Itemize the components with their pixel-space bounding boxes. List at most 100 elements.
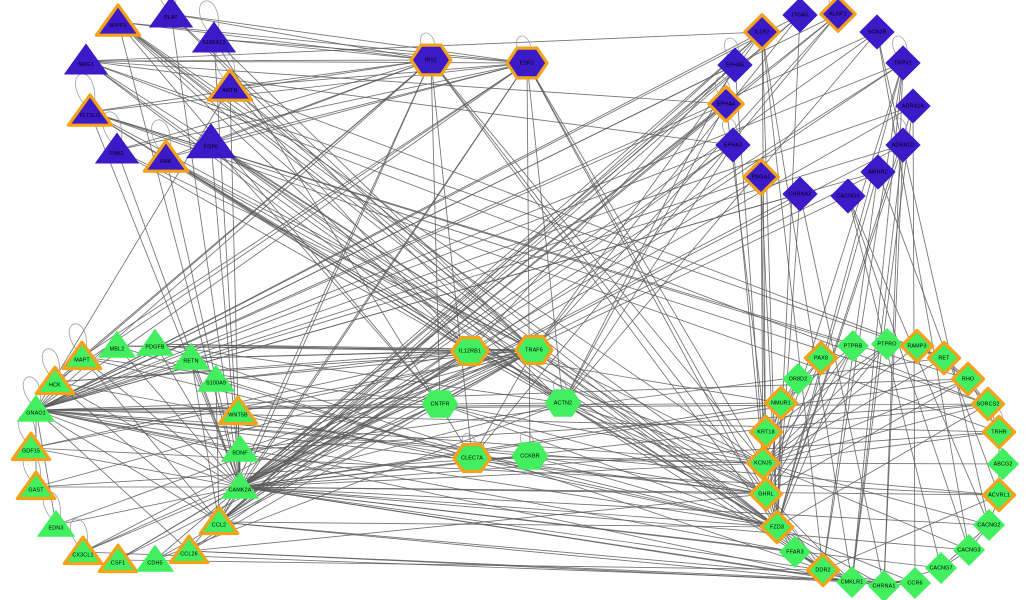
node-triangle-shape[interactable] xyxy=(221,471,260,499)
node-diamond-shape[interactable] xyxy=(715,127,751,163)
graph-node[interactable]: CACNG3 xyxy=(953,534,985,566)
node-diamond-shape[interactable] xyxy=(803,340,839,376)
node-diamond-shape[interactable] xyxy=(973,509,1005,541)
node-diamond-shape[interactable] xyxy=(895,88,931,124)
node-triangle-shape[interactable] xyxy=(217,395,259,426)
node-diamond-shape[interactable] xyxy=(782,176,818,212)
graph-node[interactable]: EPHA3 xyxy=(715,127,751,163)
graph-node[interactable]: KLRF1 xyxy=(819,0,857,33)
node-diamond-shape[interactable] xyxy=(748,476,784,512)
node-diamond-shape[interactable] xyxy=(837,330,869,362)
graph-node[interactable]: FFAR3 xyxy=(779,536,811,568)
graph-node[interactable]: IL12RB1 xyxy=(450,336,490,366)
graph-node[interactable]: RHO xyxy=(950,361,986,397)
node-triangle-shape[interactable] xyxy=(206,68,254,102)
graph-node[interactable]: WIPF1 xyxy=(94,3,142,37)
graph-node[interactable]: CSF1 xyxy=(97,543,139,574)
node-triangle-shape[interactable] xyxy=(10,431,52,462)
node-diamond-shape[interactable] xyxy=(981,414,1017,450)
graph-node[interactable]: CHRNA2 xyxy=(782,176,818,212)
graph-node[interactable]: KRT18 xyxy=(748,414,784,450)
node-diamond-shape[interactable] xyxy=(925,552,957,584)
node-triangle-shape[interactable] xyxy=(64,43,108,75)
node-diamond-shape[interactable] xyxy=(782,0,818,33)
node-triangle-shape[interactable] xyxy=(149,0,193,28)
graph-node[interactable]: CX3CL1 xyxy=(62,535,104,566)
graph-node[interactable]: PNGA1 xyxy=(742,158,780,196)
node-diamond-shape[interactable] xyxy=(987,448,1019,480)
graph-node[interactable]: CLEC7A xyxy=(452,443,492,473)
graph-node[interactable]: GDF15 xyxy=(10,431,52,462)
graph-node[interactable]: FRK xyxy=(142,139,190,173)
node-hexagon-shape[interactable] xyxy=(544,389,582,417)
node-diamond-shape[interactable] xyxy=(885,127,921,163)
node-diamond-shape[interactable] xyxy=(805,552,841,588)
node-triangle-shape[interactable] xyxy=(15,470,57,501)
graph-node[interactable]: ADRA1D xyxy=(885,127,921,163)
graph-node[interactable]: PAX8 xyxy=(803,340,839,376)
node-diamond-shape[interactable] xyxy=(742,158,780,196)
node-diamond-shape[interactable] xyxy=(836,566,868,598)
node-triangle-shape[interactable] xyxy=(186,123,236,159)
graph-node[interactable]: ABCG2 xyxy=(987,448,1019,480)
graph-node[interactable]: FGF6 xyxy=(186,123,236,159)
node-diamond-shape[interactable] xyxy=(759,509,795,545)
node-hexagon-shape[interactable] xyxy=(511,442,549,470)
node-hexagon-shape[interactable] xyxy=(450,336,490,366)
node-diamond-shape[interactable] xyxy=(748,414,784,450)
graph-node[interactable]: OR8D2 xyxy=(782,363,814,395)
node-triangle-shape[interactable] xyxy=(16,394,56,422)
node-triangle-shape[interactable] xyxy=(136,544,174,572)
node-diamond-shape[interactable] xyxy=(953,534,985,566)
graph-node[interactable]: IRS1 xyxy=(409,43,453,77)
node-triangle-shape[interactable] xyxy=(142,139,190,173)
node-diamond-shape[interactable] xyxy=(743,13,781,51)
graph-node[interactable]: TRAF6 xyxy=(514,335,554,365)
node-triangle-shape[interactable] xyxy=(36,509,75,537)
node-triangle-shape[interactable] xyxy=(172,342,210,370)
graph-node[interactable]: CACNG2 xyxy=(973,509,1005,541)
node-triangle-shape[interactable] xyxy=(98,330,136,358)
graph-node[interactable]: S100A12 xyxy=(192,21,236,53)
node-diamond-shape[interactable] xyxy=(981,477,1017,513)
graph-node[interactable]: NRG1 xyxy=(64,43,108,75)
node-triangle-shape[interactable] xyxy=(197,364,235,392)
graph-node[interactable]: GNAO1 xyxy=(16,394,56,422)
node-diamond-shape[interactable] xyxy=(926,340,962,376)
node-diamond-shape[interactable] xyxy=(707,85,745,123)
node-triangle-shape[interactable] xyxy=(95,132,139,164)
node-hexagon-shape[interactable] xyxy=(421,390,459,418)
node-triangle-shape[interactable] xyxy=(34,365,76,396)
node-triangle-shape[interactable] xyxy=(192,21,236,53)
node-triangle-shape[interactable] xyxy=(94,3,142,37)
node-triangle-shape[interactable] xyxy=(198,505,240,536)
node-diamond-shape[interactable] xyxy=(871,328,903,360)
node-triangle-shape[interactable] xyxy=(221,434,260,462)
graph-node[interactable]: PLAT xyxy=(149,0,193,28)
node-triangle-shape[interactable] xyxy=(168,534,210,565)
graph-node[interactable]: MBL2 xyxy=(98,330,136,358)
node-hexagon-shape[interactable] xyxy=(514,335,554,365)
node-diamond-shape[interactable] xyxy=(745,445,781,481)
graph-node[interactable]: IL1R2 xyxy=(743,13,781,51)
graph-node[interactable]: SCN3B xyxy=(859,14,895,50)
graph-node[interactable]: PDGFB xyxy=(136,328,174,356)
node-triangle-shape[interactable] xyxy=(61,340,103,371)
graph-node[interactable]: CCR6 xyxy=(899,567,931,599)
node-diamond-shape[interactable] xyxy=(717,47,753,83)
node-diamond-shape[interactable] xyxy=(868,570,900,600)
node-hexagon-shape[interactable] xyxy=(409,43,453,77)
node-triangle-shape[interactable] xyxy=(97,543,139,574)
graph-node[interactable]: EDN3 xyxy=(36,509,75,537)
node-hexagon-shape[interactable] xyxy=(505,46,549,80)
node-diamond-shape[interactable] xyxy=(899,567,931,599)
node-diamond-shape[interactable] xyxy=(970,386,1006,422)
node-diamond-shape[interactable] xyxy=(779,536,811,568)
node-diamond-shape[interactable] xyxy=(860,154,896,190)
node-diamond-shape[interactable] xyxy=(885,45,921,81)
graph-node[interactable]: ITGA5 xyxy=(782,0,818,33)
node-diamond-shape[interactable] xyxy=(763,385,799,421)
node-diamond-shape[interactable] xyxy=(950,361,986,397)
